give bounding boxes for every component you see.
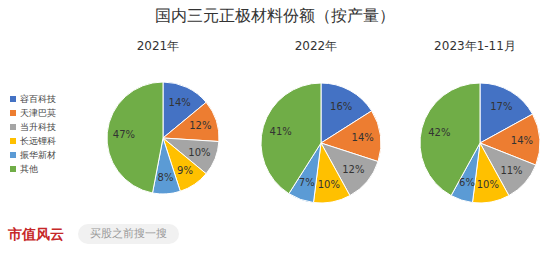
html-text:国内三元正极材料份额（按产量）: 国内三元正极材料份额（按产量） <box>155 6 395 25</box>
svg-text:14%: 14% <box>352 132 374 143</box>
svg-text:41%: 41% <box>270 126 292 137</box>
html-text:长远锂科: 长远锂科 <box>20 135 56 146</box>
html-text:2023年1-11月: 2023年1-11月 <box>434 39 516 53</box>
svg-text:14%: 14% <box>169 97 191 108</box>
html-text:2021年: 2021年 <box>136 39 180 53</box>
svg-text:17%: 17% <box>490 101 512 112</box>
svg-text:6%: 6% <box>459 177 475 188</box>
svg-text:8%: 8% <box>158 172 174 183</box>
svg-text:12%: 12% <box>189 120 211 131</box>
html-text:其他: 其他 <box>20 163 38 174</box>
html-text:买股之前搜一搜: 买股之前搜一搜 <box>90 227 167 240</box>
html-text:振华新材: 振华新材 <box>20 149 56 160</box>
html-text:当升科技: 当升科技 <box>20 121 56 132</box>
svg-text:12%: 12% <box>342 164 364 175</box>
svg-text:10%: 10% <box>477 179 499 190</box>
html-text:容百科技: 容百科技 <box>20 93 56 104</box>
svg-text:9%: 9% <box>177 165 193 176</box>
html-text:2022年: 2022年 <box>294 39 338 53</box>
svg-text:47%: 47% <box>113 129 135 140</box>
svg-text:11%: 11% <box>500 165 522 176</box>
svg-text:10%: 10% <box>188 147 210 158</box>
svg-text:7%: 7% <box>299 177 315 188</box>
svg-text:14%: 14% <box>511 135 533 146</box>
html-text:天津巴莫: 天津巴莫 <box>20 107 56 118</box>
html-text:市值风云: 市值风云 <box>8 226 64 242</box>
svg-text:16%: 16% <box>330 101 352 112</box>
svg-text:42%: 42% <box>428 127 450 138</box>
svg-text:10%: 10% <box>318 179 340 190</box>
